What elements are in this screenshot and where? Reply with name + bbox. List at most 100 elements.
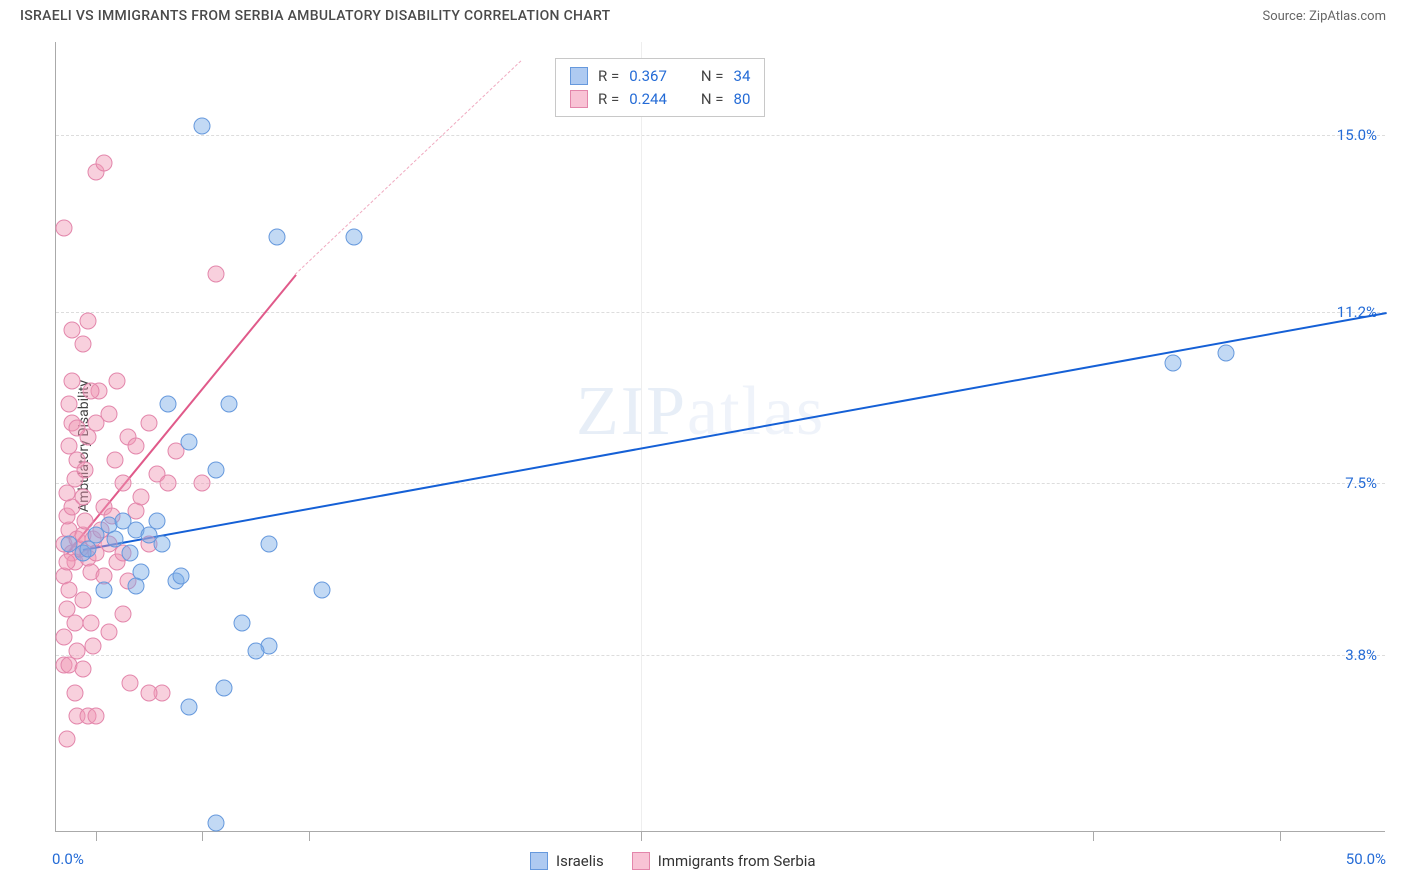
scatter-point	[109, 373, 126, 390]
scatter-point	[63, 373, 80, 390]
scatter-point	[77, 461, 94, 478]
scatter-point	[74, 489, 91, 506]
x-tick	[1093, 831, 1094, 841]
scatter-point	[220, 396, 237, 413]
scatter-point	[268, 229, 285, 246]
scatter-point	[122, 545, 139, 562]
x-tick	[641, 831, 642, 841]
r-label: R =	[598, 88, 619, 111]
x-tick	[309, 831, 310, 841]
scatter-point	[95, 154, 112, 171]
n-label: N =	[701, 88, 724, 111]
legend-stats: R = 0.367 N = 34 R = 0.244 N = 80	[555, 58, 765, 117]
legend-swatch	[570, 90, 588, 108]
scatter-point	[260, 535, 277, 552]
legend-item: Immigrants from Serbia	[632, 852, 816, 870]
legend-swatch	[570, 67, 588, 85]
scatter-point	[106, 531, 123, 548]
legend-series: Israelis Immigrants from Serbia	[530, 852, 816, 870]
scatter-point	[207, 814, 224, 831]
gridline-h	[56, 135, 1385, 136]
scatter-point	[61, 396, 78, 413]
y-tick-label: 15.0%	[1337, 126, 1377, 144]
scatter-point	[79, 312, 96, 329]
y-tick-label: 3.8%	[1345, 646, 1377, 664]
x-tick	[96, 831, 97, 841]
scatter-point	[345, 229, 362, 246]
scatter-point	[74, 591, 91, 608]
r-label: R =	[598, 65, 619, 88]
scatter-point	[141, 415, 158, 432]
scatter-point	[207, 461, 224, 478]
scatter-point	[66, 684, 83, 701]
r-value: 0.367	[629, 65, 667, 88]
scatter-point	[58, 554, 75, 571]
scatter-point	[55, 628, 72, 645]
scatter-point	[74, 336, 91, 353]
legend-label: Israelis	[556, 852, 604, 870]
scatter-point	[181, 433, 198, 450]
scatter-point	[215, 679, 232, 696]
watermark: ZIPatlas	[576, 372, 825, 452]
legend-item: Israelis	[530, 852, 604, 870]
x-tick	[1280, 831, 1281, 841]
scatter-point	[127, 577, 144, 594]
scatter-point	[127, 438, 144, 455]
scatter-point	[234, 614, 251, 631]
scatter-point	[82, 382, 99, 399]
scatter-point	[194, 117, 211, 134]
trend-line	[82, 312, 1386, 551]
scatter-point	[63, 322, 80, 339]
scatter-chart: ZIPatlas 3.8%7.5%11.2%15.0%	[55, 42, 1385, 832]
scatter-point	[114, 605, 131, 622]
x-axis-max: 50.0%	[1346, 850, 1386, 868]
scatter-point	[194, 475, 211, 492]
scatter-point	[133, 489, 150, 506]
legend-label: Immigrants from Serbia	[658, 852, 816, 870]
gridline-v	[641, 42, 642, 831]
legend-swatch	[530, 852, 548, 870]
scatter-point	[247, 642, 264, 659]
scatter-point	[69, 419, 86, 436]
scatter-point	[159, 396, 176, 413]
scatter-point	[101, 624, 118, 641]
scatter-point	[1165, 354, 1182, 371]
n-label: N =	[701, 65, 724, 88]
scatter-point	[58, 731, 75, 748]
scatter-point	[95, 582, 112, 599]
scatter-point	[207, 266, 224, 283]
scatter-point	[159, 475, 176, 492]
scatter-point	[106, 452, 123, 469]
legend-stat-row: R = 0.367 N = 34	[570, 65, 750, 88]
scatter-point	[181, 698, 198, 715]
scatter-point	[82, 614, 99, 631]
scatter-point	[173, 568, 190, 585]
r-value: 0.244	[629, 88, 667, 111]
gridline-h	[56, 483, 1385, 484]
scatter-point	[141, 684, 158, 701]
chart-title: ISRAELI VS IMMIGRANTS FROM SERBIA AMBULA…	[20, 8, 610, 24]
scatter-point	[101, 405, 118, 422]
scatter-point	[1218, 345, 1235, 362]
scatter-point	[114, 475, 131, 492]
scatter-point	[79, 540, 96, 557]
chart-source: Source: ZipAtlas.com	[1262, 9, 1386, 24]
chart-header: ISRAELI VS IMMIGRANTS FROM SERBIA AMBULA…	[0, 0, 1406, 28]
scatter-point	[154, 535, 171, 552]
scatter-point	[149, 512, 166, 529]
n-value: 34	[734, 65, 751, 88]
legend-swatch	[632, 852, 650, 870]
trend-line	[295, 61, 522, 275]
scatter-point	[55, 219, 72, 236]
scatter-point	[122, 675, 139, 692]
n-value: 80	[734, 88, 751, 111]
legend-stat-row: R = 0.244 N = 80	[570, 88, 750, 111]
gridline-h	[56, 312, 1385, 313]
scatter-point	[87, 707, 104, 724]
y-tick-label: 7.5%	[1345, 474, 1377, 492]
scatter-point	[314, 582, 331, 599]
scatter-point	[85, 638, 102, 655]
scatter-point	[74, 661, 91, 678]
x-axis-origin: 0.0%	[52, 850, 84, 868]
scatter-point	[61, 438, 78, 455]
